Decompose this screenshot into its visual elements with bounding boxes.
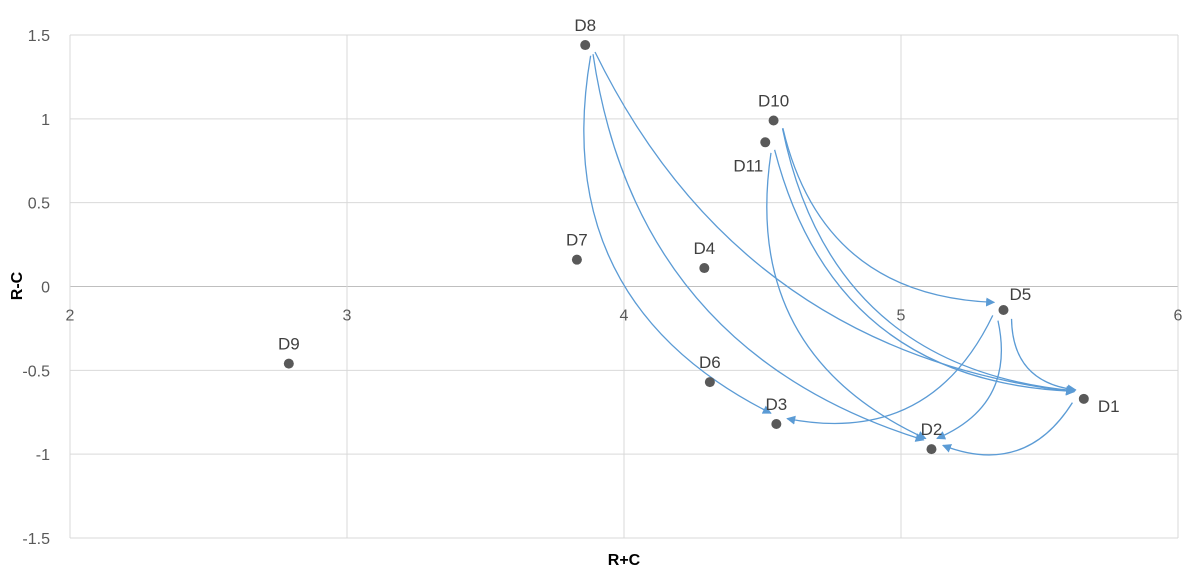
relation-arrow-d11-to-d2	[766, 152, 927, 440]
y-tick-label: -1.5	[22, 531, 50, 548]
data-point-label: D3	[765, 395, 787, 414]
relation-arrow-d11-to-d1	[773, 149, 1076, 396]
data-point-label: D6	[699, 353, 721, 372]
relation-arrow-d5-to-d1	[1010, 318, 1077, 394]
data-point-d1	[1078, 393, 1089, 404]
tick-labels: -1.5 -1 -0.5 0 0.5 1 1.5 2 3 4 5 6	[22, 28, 1182, 548]
relation-arrow-d8-to-d2	[592, 54, 925, 442]
y-tick-label: 1.5	[28, 28, 50, 45]
data-point-d10	[768, 115, 779, 126]
y-tick-label: 1	[41, 112, 50, 129]
y-tick-label: -1	[36, 447, 50, 464]
data-point-label: D11	[733, 156, 763, 175]
y-tick-label: -0.5	[22, 363, 50, 380]
data-point-d4	[699, 263, 710, 274]
data-point-d2	[926, 444, 937, 455]
data-point-d11	[760, 137, 771, 148]
relation-arrow-d1-to-d2	[942, 402, 1073, 456]
x-tick-label: 3	[343, 308, 352, 325]
grid-lines	[69, 34, 1179, 539]
relation-arrow-d10-to-d5	[782, 127, 996, 307]
data-point-label: D10	[758, 92, 789, 111]
data-point-label: D7	[566, 231, 588, 250]
relation-arrow-d8-to-d3	[583, 55, 772, 414]
relation-arrows	[583, 51, 1077, 456]
data-point-label: D2	[921, 420, 943, 439]
x-tick-label: 6	[1174, 308, 1183, 325]
data-point-d8	[580, 40, 591, 51]
y-axis-title: R-C	[9, 271, 26, 300]
data-point-label: D8	[574, 16, 596, 35]
x-tick-label: 5	[897, 308, 906, 325]
data-points: D1 D2 D3 D4 D5 D6 D7 D8 D9 D10 D11	[278, 16, 1120, 455]
x-tick-label: 4	[620, 308, 629, 325]
y-tick-label: 0	[41, 280, 50, 297]
x-axis-title: R+C	[608, 552, 641, 569]
y-tick-label: 0.5	[28, 196, 50, 213]
data-point-d6	[704, 377, 715, 388]
data-point-d7	[571, 254, 582, 265]
data-point-d9	[283, 358, 294, 369]
relation-arrow-d10-to-d1	[781, 128, 1076, 395]
data-point-label: D5	[1009, 285, 1031, 304]
data-point-label: D1	[1098, 397, 1120, 416]
data-point-label: D9	[278, 335, 300, 354]
relation-arrow-d5-to-d2	[936, 320, 1002, 440]
data-point-label: D4	[693, 239, 715, 258]
x-tick-label: 2	[66, 308, 75, 325]
data-point-d5	[998, 304, 1009, 315]
relation-arrow-d5-to-d3	[786, 315, 994, 425]
relation-arrow-d8-to-d1	[594, 51, 1075, 396]
data-point-d3	[771, 418, 782, 429]
